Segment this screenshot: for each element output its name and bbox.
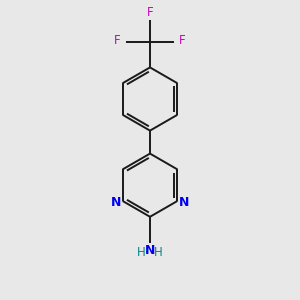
Text: H: H [137,246,146,259]
Text: F: F [147,6,153,19]
Text: N: N [178,196,189,209]
Text: H: H [154,246,163,259]
Text: N: N [111,196,122,209]
Text: F: F [114,34,121,46]
Text: N: N [145,244,155,257]
Text: F: F [179,34,186,46]
